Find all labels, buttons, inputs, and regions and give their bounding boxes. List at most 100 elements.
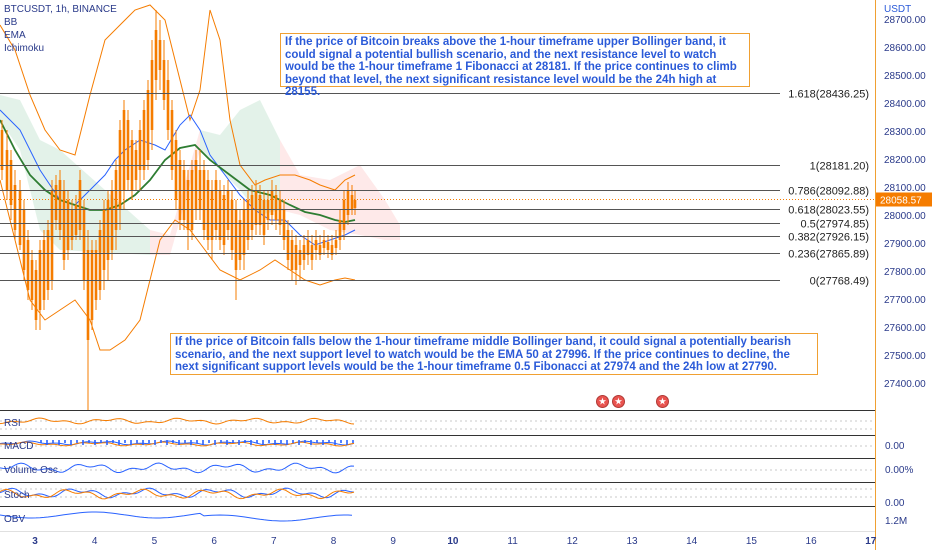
candle-body[interactable] xyxy=(353,200,357,208)
candle-body[interactable] xyxy=(194,160,198,210)
us-flag-event-icon[interactable]: ★ xyxy=(656,395,669,408)
candle-body[interactable] xyxy=(294,245,298,270)
candle-body[interactable] xyxy=(42,240,46,300)
candle-body[interactable] xyxy=(290,240,294,270)
candle-body[interactable] xyxy=(9,160,13,205)
candle-body[interactable] xyxy=(114,170,118,230)
candle-body[interactable] xyxy=(170,110,174,170)
candle-body[interactable] xyxy=(254,190,258,225)
candle-body[interactable] xyxy=(330,245,334,255)
current-price-marker[interactable] xyxy=(876,192,932,207)
candle-body[interactable] xyxy=(338,220,342,240)
candle-body[interactable] xyxy=(334,240,338,248)
candle-body[interactable] xyxy=(13,185,17,230)
bullish-note[interactable]: If the price of Bitcoin breaks above the… xyxy=(280,33,750,98)
candle-body[interactable] xyxy=(5,150,9,190)
candle-body[interactable] xyxy=(74,205,78,235)
candle-body[interactable] xyxy=(34,270,38,320)
candle-body[interactable] xyxy=(138,130,142,170)
candle-body[interactable] xyxy=(146,90,150,160)
candle-body[interactable] xyxy=(26,240,30,290)
stoch-label[interactable]: Stoch xyxy=(4,490,30,501)
candle-body[interactable] xyxy=(222,195,226,245)
candle-body[interactable] xyxy=(22,210,26,270)
bearish-note[interactable]: If the price of Bitcoin falls below the … xyxy=(170,333,818,375)
candle-body[interactable] xyxy=(242,210,246,255)
candle-body[interactable] xyxy=(70,210,74,240)
candle-body[interactable] xyxy=(66,200,70,250)
candle-body[interactable] xyxy=(234,210,238,270)
candle-body[interactable] xyxy=(246,200,250,240)
candle-body[interactable] xyxy=(286,230,290,260)
rsi-label[interactable]: RSI xyxy=(4,418,21,429)
candle-body[interactable] xyxy=(142,110,146,170)
candle-body[interactable] xyxy=(150,60,154,130)
candle-body[interactable] xyxy=(90,250,94,320)
candle-body[interactable] xyxy=(58,180,62,230)
us-flag-event-icon[interactable]: ★ xyxy=(596,395,609,408)
candle-body[interactable] xyxy=(282,210,286,240)
candle-body[interactable] xyxy=(342,200,346,230)
candle-body[interactable] xyxy=(118,130,122,210)
candle-body[interactable] xyxy=(346,190,350,215)
legend-bb[interactable]: BB xyxy=(4,17,18,28)
candle-body[interactable] xyxy=(262,200,266,235)
candle-body[interactable] xyxy=(278,200,282,225)
us-flag-event-icon[interactable]: ★ xyxy=(612,395,625,408)
candle-body[interactable] xyxy=(18,190,22,245)
candle-body[interactable] xyxy=(302,245,306,260)
candle-body[interactable] xyxy=(310,245,314,260)
symbol-title[interactable]: BTCUSDT, 1h, BINANCE xyxy=(4,4,117,15)
candle-body[interactable] xyxy=(250,195,254,230)
candle-body[interactable] xyxy=(62,190,66,260)
candle-body[interactable] xyxy=(306,240,310,255)
candle-body[interactable] xyxy=(0,130,4,170)
candle-body[interactable] xyxy=(154,30,158,80)
legend-ichimoku[interactable]: Ichimoku xyxy=(4,43,45,54)
candle-body[interactable] xyxy=(166,80,170,130)
volume-osc-label[interactable]: Volume Osc xyxy=(4,465,58,476)
macd-histogram-bar xyxy=(316,440,318,443)
legend-ema[interactable]: EMA xyxy=(4,30,26,41)
candle-body[interactable] xyxy=(298,250,302,265)
ichimoku-cloud-segment xyxy=(360,165,385,240)
candle-body[interactable] xyxy=(318,245,322,255)
candle-body[interactable] xyxy=(186,180,190,230)
macd-histogram-bar xyxy=(160,440,162,443)
candle-body[interactable] xyxy=(210,190,214,240)
candle-body[interactable] xyxy=(218,190,222,240)
candle-body[interactable] xyxy=(82,210,86,280)
macd-label[interactable]: MACD xyxy=(4,441,34,452)
candle-body[interactable] xyxy=(98,230,102,290)
candle-body[interactable] xyxy=(174,140,178,200)
time-tick-label: 7 xyxy=(271,536,277,547)
candle-body[interactable] xyxy=(230,200,234,250)
candle-body[interactable] xyxy=(46,230,50,290)
candle-body[interactable] xyxy=(122,110,126,190)
candle-body[interactable] xyxy=(158,40,162,70)
candle-body[interactable] xyxy=(322,240,326,248)
candle-body[interactable] xyxy=(110,190,114,250)
candle-body[interactable] xyxy=(214,180,218,230)
candle-body[interactable] xyxy=(78,180,82,230)
candle-body[interactable] xyxy=(162,60,166,100)
candle-body[interactable] xyxy=(54,185,58,220)
candle-body[interactable] xyxy=(126,120,130,180)
price-axis-panel[interactable] xyxy=(875,0,932,550)
candle-body[interactable] xyxy=(350,195,354,210)
candle-body[interactable] xyxy=(50,190,54,280)
candle-body[interactable] xyxy=(274,195,278,220)
candle-body[interactable] xyxy=(270,190,274,215)
candle-body[interactable] xyxy=(326,242,330,250)
candle-body[interactable] xyxy=(238,220,242,260)
candle-body[interactable] xyxy=(102,210,106,270)
candle-body[interactable] xyxy=(314,240,318,250)
candle-body[interactable] xyxy=(94,250,98,300)
price-tick-label: 28500.00 xyxy=(884,71,926,82)
obv-label[interactable]: OBV xyxy=(4,514,26,525)
candle-body[interactable] xyxy=(106,200,110,260)
candle-body[interactable] xyxy=(182,170,186,220)
candle-body[interactable] xyxy=(86,250,90,340)
